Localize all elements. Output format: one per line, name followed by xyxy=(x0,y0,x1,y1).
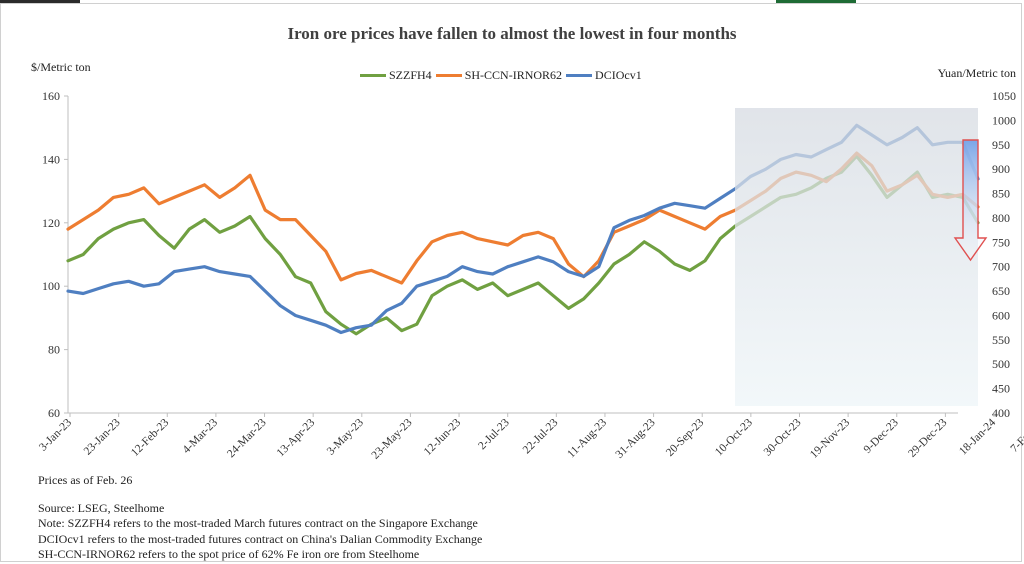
legend-item-dci: DCIOcv1 xyxy=(566,68,642,83)
decline-arrow xyxy=(953,139,988,262)
x-tick-label: 2-Jul-23 xyxy=(476,416,512,452)
y-left-tick-label: 140 xyxy=(42,152,60,166)
legend-item-szzfh4: SZZFH4 xyxy=(360,68,432,83)
x-tick-label: 9-Dec-23 xyxy=(862,416,901,455)
y-right-tick-label: 550 xyxy=(992,333,1010,347)
x-tick-label: 20-Sep-23 xyxy=(664,416,707,459)
y-left-tick-label: 100 xyxy=(42,279,60,293)
legend-label-sh: SH-CCN-IRNOR62 xyxy=(464,67,563,82)
x-tick-label: 12-Jun-23 xyxy=(422,416,464,458)
top-bar-segment-dark xyxy=(0,0,80,3)
x-tick-label: 30-Oct-23 xyxy=(762,416,804,458)
y-right-tick-label: 950 xyxy=(992,138,1010,152)
y-right-tick-label: 900 xyxy=(992,162,1010,176)
x-tick-label: 22-Jul-23 xyxy=(521,416,561,456)
legend-swatch-sh xyxy=(435,73,462,77)
chart-svg: 60 80 100 120 140 160 400 450 500 550 600 650 700 750… xyxy=(37,89,1024,462)
x-tick-label: 3-May-23 xyxy=(325,416,366,457)
x-tick-label: 23-May-23 xyxy=(369,416,414,461)
left-axis-unit: $/Metric ton xyxy=(31,60,91,74)
y-right-tick-label: 650 xyxy=(992,284,1010,298)
y-right-tick-label: 600 xyxy=(992,308,1010,322)
source-text: Source: LSEG, Steelhome xyxy=(38,500,165,515)
x-tick-label: 3-Jan-23 xyxy=(37,416,74,453)
highlight-panel xyxy=(735,108,978,406)
y-right-tick-label: 450 xyxy=(992,382,1010,396)
x-tick-label: 10-Oct-23 xyxy=(713,416,755,458)
x-tick-label: 11-Aug-23 xyxy=(565,416,609,460)
x-tick-label: 29-Dec-23 xyxy=(906,416,949,459)
top-bar-segment-green xyxy=(776,0,856,3)
legend-label-szzfh4: SZZFH4 xyxy=(389,67,432,82)
y-left-tick-label: 120 xyxy=(42,216,60,230)
y-right-tick-label: 1050 xyxy=(992,89,1016,103)
x-tick-label: 24-Mar-23 xyxy=(225,416,269,460)
top-bar xyxy=(0,0,1024,3)
note-line-1: Note: SZZFH4 refers to the most-traded M… xyxy=(38,516,478,530)
y-left-tick-label: 60 xyxy=(48,406,60,420)
note-line-2: DCIOcv1 refers to the most-traded future… xyxy=(38,531,483,546)
x-tick-label: 19-Nov-23 xyxy=(808,416,852,460)
y-left-tick-label: 160 xyxy=(42,89,60,103)
right-axis-unit: Yuan/Metric ton xyxy=(937,66,1016,80)
x-tick-label: 7-Feb-24 xyxy=(1008,416,1024,454)
y-right-tick-label: 400 xyxy=(992,406,1010,420)
legend-label-dci: DCIOcv1 xyxy=(595,67,642,82)
x-tick-label: 4-Mar-23 xyxy=(181,416,221,456)
y-right-tick-label: 500 xyxy=(992,357,1010,371)
chart-title: Iron ore prices have fallen to almost th… xyxy=(287,24,737,43)
y-right-tick-label: 700 xyxy=(992,260,1010,274)
x-tick-label: 31-Aug-23 xyxy=(614,416,658,460)
note-line-3: SH-CCN-IRNOR62 refers to the spot price … xyxy=(38,547,420,561)
y-right-tick-label: 800 xyxy=(992,211,1010,225)
y-right-tick-label: 750 xyxy=(992,235,1010,249)
footnotes: Prices as of Feb. 26 Source: LSEG, Steel… xyxy=(38,473,482,563)
x-tick-label: 12-Feb-23 xyxy=(129,416,172,459)
as-of-text: Prices as of Feb. 26 xyxy=(38,473,133,487)
y-right-tick-label: 1000 xyxy=(992,113,1016,127)
y-left-tick-label: 80 xyxy=(48,343,60,357)
y-right-tick-label: 850 xyxy=(992,187,1010,201)
chart-frame xyxy=(0,3,1022,562)
legend-swatch-dci xyxy=(566,73,593,77)
legend: SZZFH4 SH-CCN-IRNOR62 DCIOcv1 xyxy=(360,68,646,82)
legend-swatch-szzfh4 xyxy=(360,73,386,77)
legend-item-sh: SH-CCN-IRNOR62 xyxy=(435,67,563,83)
x-tick-label: 23-Jan-23 xyxy=(82,416,123,457)
x-tick-label: 13-Apr-23 xyxy=(275,416,318,459)
x-tick-label: 18-Jan-24 xyxy=(957,416,998,457)
